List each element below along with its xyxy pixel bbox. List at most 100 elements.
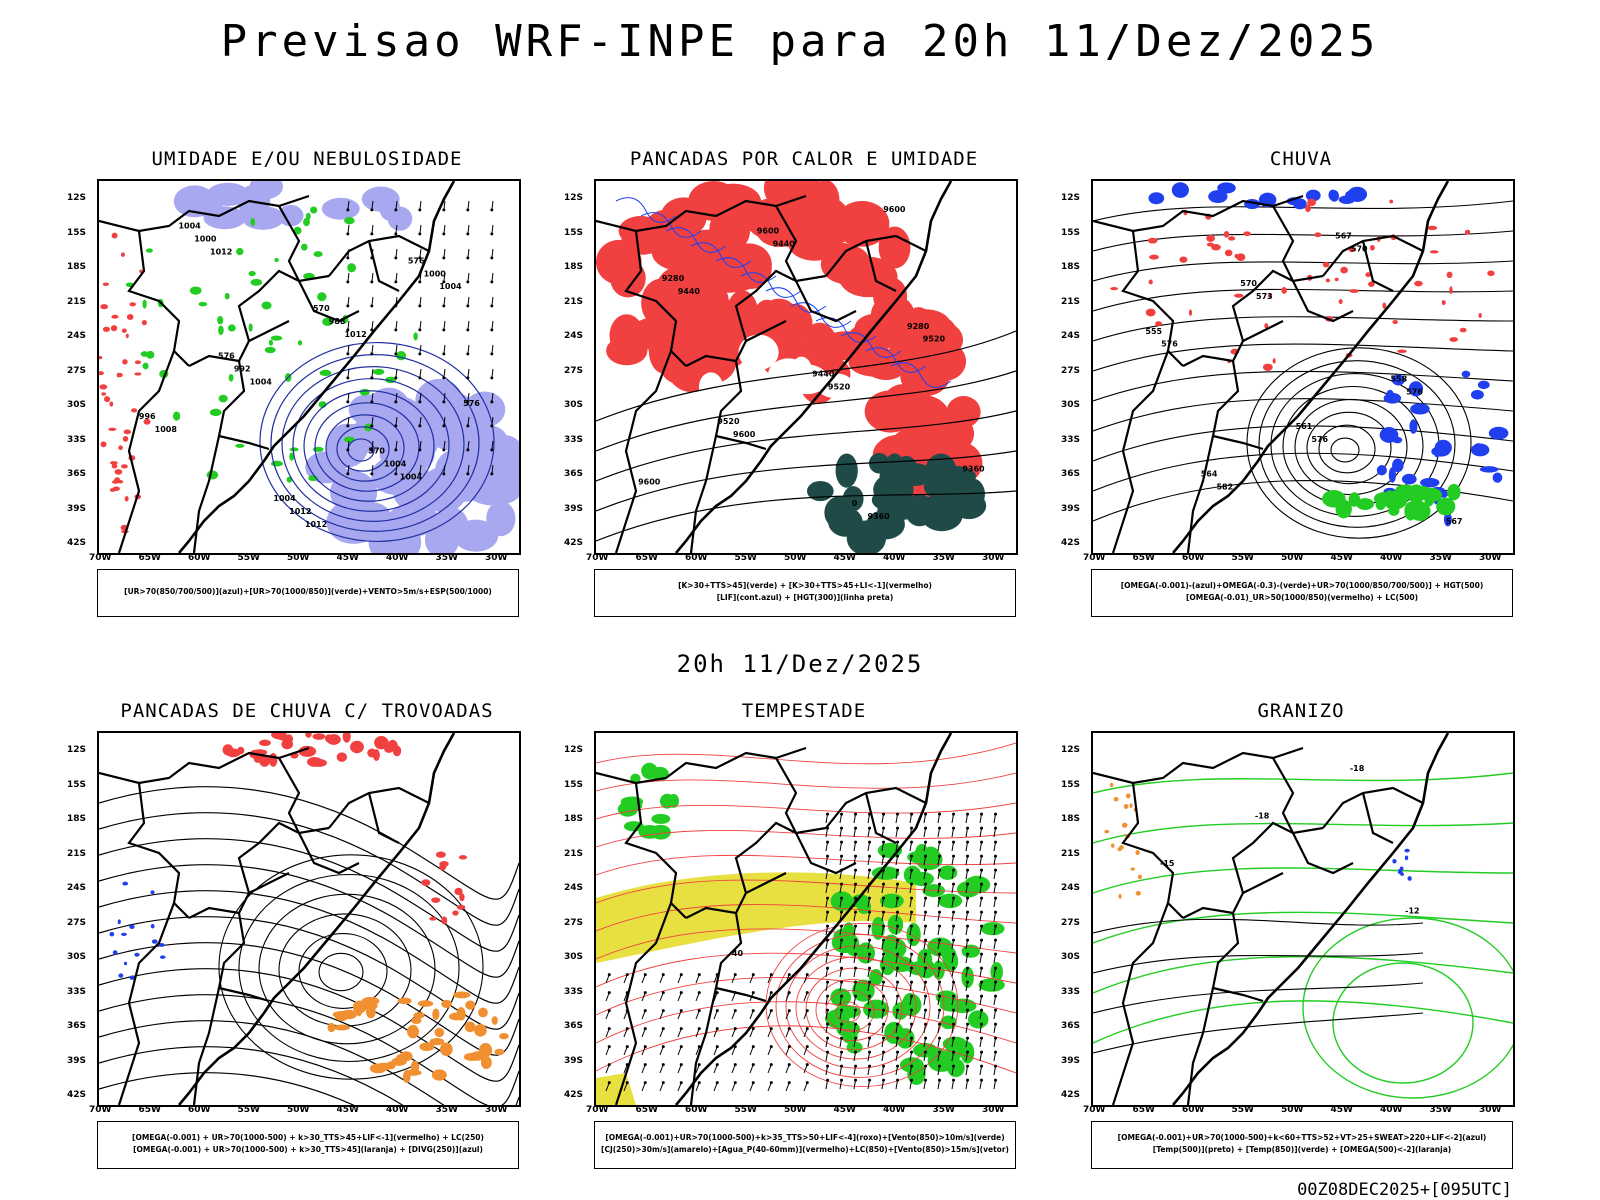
wind-vector-head (679, 991, 683, 995)
wind-vector (443, 200, 446, 210)
omega-green-area (1392, 493, 1405, 505)
omega-blue-area (1409, 419, 1418, 434)
wind-vector-head (938, 1050, 942, 1054)
wind-vector (395, 200, 398, 210)
wind-vector-head (994, 1064, 998, 1068)
wind-850-green-area (871, 866, 900, 880)
panel-title-umidade: UMIDADE E/OU NEBULOSIDADE (151, 148, 463, 170)
wind-vector-head (418, 352, 422, 356)
lon-tick-label: 65W (1132, 553, 1155, 563)
orange-storm-area (327, 1022, 336, 1033)
border-line (217, 912, 270, 1003)
red-storm-area (458, 855, 468, 860)
wind-vector-head (679, 1045, 683, 1049)
wind-vector-head (643, 1063, 647, 1067)
pressure-contour (259, 341, 495, 543)
red-storm-area (271, 733, 287, 740)
wind-vector (909, 996, 913, 1006)
wind-850-green-area (869, 969, 883, 986)
wind-vector-head (952, 966, 956, 970)
lat-tick-label: 15S (564, 227, 584, 238)
wind-vector-head (394, 208, 398, 212)
wind-vector-head (840, 812, 844, 816)
border-line (117, 350, 176, 553)
wind-vector-head (715, 1027, 719, 1031)
wind-vector (937, 1052, 941, 1062)
wind-vector-head (607, 1045, 611, 1049)
wind-vector (895, 982, 899, 992)
wind-vector-head (826, 938, 830, 942)
wind-vector (825, 1080, 829, 1090)
wind-850-green-area (947, 1058, 965, 1078)
wind-vector (881, 1024, 885, 1034)
wind-vector-head (661, 991, 665, 995)
wind-vector (965, 996, 969, 1006)
wind-vector-head (896, 910, 900, 914)
red-storm-area (421, 879, 431, 887)
wind-vector-head (938, 882, 942, 886)
orange-storm-area (491, 1016, 498, 1025)
omega-red-area (1446, 271, 1453, 279)
border-line (237, 269, 330, 342)
orange-storm-area (413, 1012, 425, 1019)
wind-vector-head (924, 952, 928, 956)
lat-tick-label: 12S (67, 745, 87, 755)
wind-850-green-area (961, 966, 974, 989)
humidity-low-area (227, 324, 236, 332)
wind-vector (895, 870, 899, 880)
wind-vector (979, 828, 983, 838)
wind-vector-head (854, 994, 858, 998)
wind-vector (909, 1038, 913, 1048)
coastline (1172, 181, 1450, 553)
wind-vector-head (938, 1036, 942, 1040)
wind-vector (965, 1052, 969, 1062)
omega-red-area (1281, 287, 1287, 294)
contour-label: 573 (1256, 292, 1273, 301)
orange-storm-area (397, 997, 412, 1005)
wind-vector-head (868, 1022, 872, 1026)
contour-label: 576 (1161, 340, 1178, 349)
wind-vector-head (868, 980, 872, 984)
wind-vector-head (854, 840, 858, 844)
wind-vector (839, 1052, 843, 1062)
wind-vector-head (733, 973, 737, 977)
wind-vector-head (466, 328, 470, 332)
wind-vector-head (607, 1009, 611, 1013)
wind-vector (951, 1066, 955, 1076)
thickness-red (121, 328, 127, 333)
wind-850-green-area (940, 1015, 957, 1030)
wind-vector-head (854, 1036, 858, 1040)
border-line (734, 821, 827, 894)
contour-label: 0 (852, 499, 858, 508)
temp-500-contour (1093, 918, 1424, 934)
wind-vector (951, 1010, 955, 1020)
wind-850-green-area (938, 865, 958, 880)
wind-vector-head (394, 328, 398, 332)
contour-label: 1012 (305, 520, 327, 529)
wind-vector-head (980, 1036, 984, 1040)
omega-red-area (1314, 232, 1322, 238)
geopotential-contour (1093, 452, 1513, 492)
wind-vector (867, 912, 871, 922)
thickness-red (114, 469, 123, 475)
wind-vector-head (346, 472, 350, 476)
humidity-low-area (250, 278, 263, 286)
lat-tick-label: 18S (1061, 262, 1081, 272)
lat-tick-label: 36S (564, 469, 584, 479)
wind-vector (895, 968, 899, 978)
wind-vector (965, 912, 969, 922)
wind-vector (993, 1038, 997, 1048)
wind-vector-head (751, 1027, 755, 1031)
wind-vector-head (994, 1022, 998, 1026)
lat-tick-label: 15S (1061, 227, 1081, 238)
height-contour (596, 450, 1016, 512)
lat-tick-label: 21S (67, 848, 87, 859)
border-line (1292, 832, 1354, 875)
wind-vector-head (980, 938, 984, 942)
wind-vector (695, 1010, 700, 1020)
wind-vector (853, 842, 857, 852)
border-line (734, 269, 827, 342)
border-line (1093, 746, 1304, 785)
wind-vector-head (826, 952, 830, 956)
wind-vector (937, 828, 941, 838)
